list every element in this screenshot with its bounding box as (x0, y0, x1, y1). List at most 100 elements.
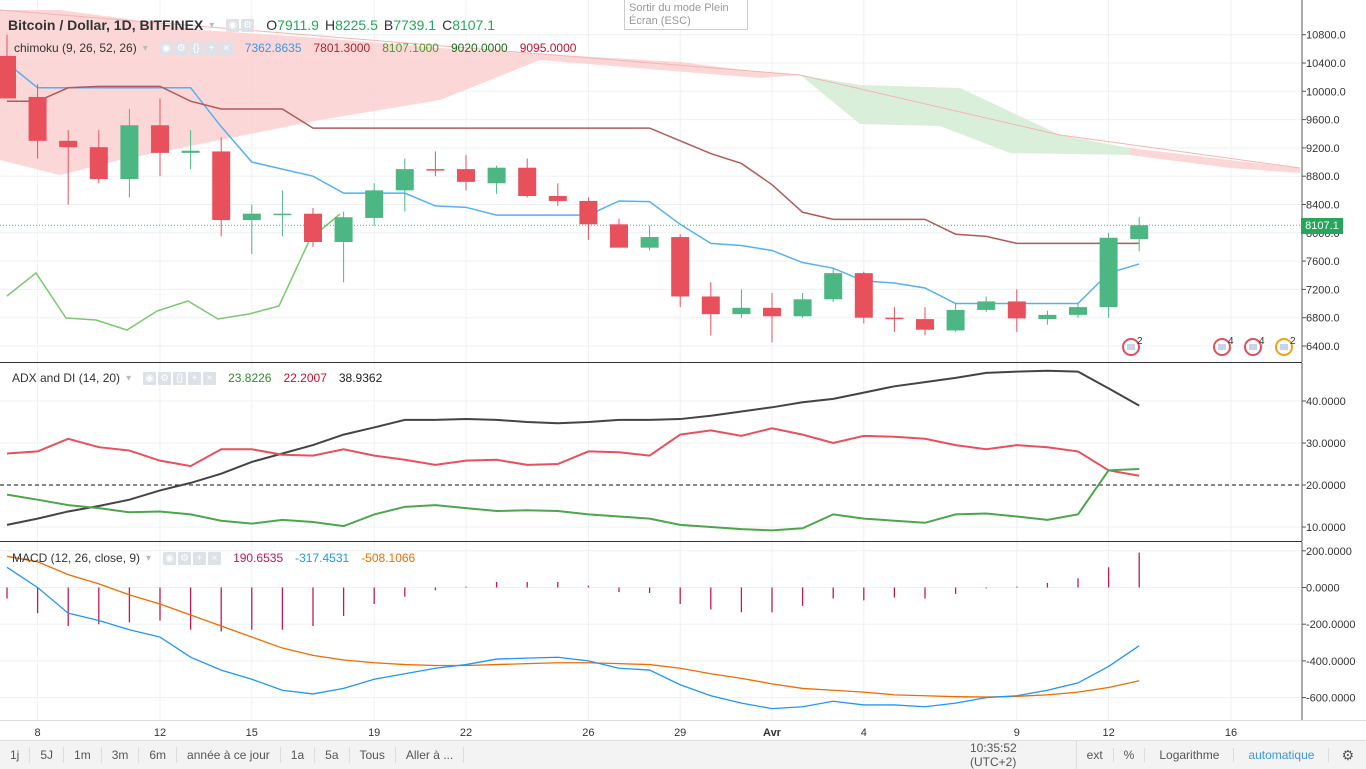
time-tick-label: Avr (763, 727, 782, 739)
adx-pane[interactable]: 40.0000 30.0000 20.0000 10.0000 ADX and DI … (0, 363, 1366, 541)
candle-body (1038, 314, 1057, 320)
chevron-down-icon[interactable]: ▾ (209, 19, 215, 31)
eye-icon[interactable]: ◉ (226, 18, 240, 32)
macd-legend: MACD (12, 26, close, 9) ▾ ◉ ⚙ + × 190.65… (12, 551, 427, 565)
main-legend: Bitcoin / Dollar, 1D, BITFINEX ▾ ◉ ⚙ O79… (8, 17, 501, 33)
gear-icon[interactable]: ⚙ (241, 18, 255, 32)
timeframe-button[interactable]: 1a (281, 747, 316, 763)
auto-toggle[interactable]: automatique (1234, 748, 1330, 762)
candle-body (89, 147, 108, 180)
timeframe-button[interactable]: 6m (139, 747, 178, 763)
ext-toggle[interactable]: ext (1077, 748, 1114, 762)
log-toggle[interactable]: Logarithme (1145, 748, 1235, 762)
chevron-down-icon[interactable]: ▾ (126, 372, 132, 384)
price-tick-label: 9600.0 (1306, 115, 1340, 127)
adx-value: 22.2007 (283, 371, 327, 385)
macd-label[interactable]: MACD (12, 26, close, 9) (12, 551, 141, 565)
macd-tick-label: 200.0000 (1306, 546, 1352, 558)
time-tick-label: 12 (154, 727, 166, 739)
ichimoku-value: 9095.0000 (519, 41, 577, 55)
toast-line-1: Sortir du mode Plein (629, 2, 729, 14)
timeframe-button[interactable]: année à ce jour (177, 747, 281, 763)
candle-body (365, 190, 384, 218)
candle-body (212, 151, 231, 221)
candle-body (304, 213, 322, 242)
gear-icon[interactable]: ⚙ (158, 371, 172, 385)
percent-toggle[interactable]: % (1114, 748, 1146, 762)
close-icon[interactable]: × (208, 551, 222, 565)
pane-separator[interactable] (0, 362, 1302, 363)
ichimoku-values: 7362.8635 7801.3000 8107.1000 9020.0000 9095… (245, 41, 589, 55)
price-pane[interactable]: 10800.0 10400.0 10000.0 9600.0 9200.0 8800.0 8… (0, 0, 1366, 362)
ohlc-label: B (383, 17, 394, 33)
macd-chart-svg[interactable]: 200.0000 0.0000 -200.0000 -400.0000 -600.000… (0, 542, 1366, 720)
macd-tick-label: -400.0000 (1306, 656, 1356, 668)
timeframe-button[interactable]: Aller à ... (396, 747, 465, 763)
macd-pane[interactable]: 200.0000 0.0000 -200.0000 -400.0000 -600.000… (0, 542, 1366, 720)
candle-body (273, 213, 292, 216)
clock[interactable]: 10:35:52 (UTC+2) (960, 741, 1077, 769)
timeframe-button[interactable]: 1m (64, 747, 102, 763)
time-tick-label: 8 (35, 727, 41, 739)
ohlc-values: O7911.9 H8225.5 B7739.1 C8107.1 (266, 17, 501, 33)
source-icon[interactable]: {} (173, 371, 187, 385)
adx-value: 23.8226 (228, 371, 272, 385)
last-price-tag: 8107.1 (1301, 218, 1343, 234)
ichimoku-legend: chimoku (9, 26, 52, 26) ▾ ◉ ⚙ {} + × 736… (14, 41, 588, 55)
candle-body (120, 125, 139, 180)
source-icon[interactable]: {} (189, 41, 203, 55)
flag-icon (1280, 344, 1288, 350)
exit-fullscreen-toast[interactable]: Sortir du mode Plein Écran (ESC) (624, 0, 748, 30)
candle-body (824, 273, 843, 300)
ichimoku-label[interactable]: chimoku (9, 26, 52, 26) (14, 41, 137, 55)
candle-body (457, 169, 475, 182)
ichimoku-buttons: ◉ ⚙ {} + × (159, 41, 233, 55)
eye-icon[interactable]: ◉ (159, 41, 173, 55)
timeframe-button[interactable]: 5J (30, 747, 65, 763)
adx-chart-svg[interactable]: 40.0000 30.0000 20.0000 10.0000 (0, 363, 1366, 541)
tenkan-line (6, 62, 1140, 305)
ohlc-value: 7739.1 (393, 17, 437, 33)
eye-icon[interactable]: ◉ (163, 551, 177, 565)
time-axis[interactable]: 8 12 15 19 22 26 29 Avr 4 9 12 16 (0, 720, 1366, 741)
close-icon[interactable]: × (219, 41, 233, 55)
ichimoku-value: 8107.1000 (382, 41, 439, 55)
candle-body (1130, 225, 1149, 240)
close-icon[interactable]: × (203, 371, 217, 385)
price-tick-label: 7200.0 (1306, 284, 1340, 296)
time-tick-label: 12 (1102, 727, 1114, 739)
adx-tick-label: 20.0000 (1306, 480, 1346, 492)
adx-value: 38.9362 (338, 371, 383, 385)
timeframe-button[interactable]: 3m (102, 747, 140, 763)
ichimoku-value: 7362.8635 (244, 41, 302, 55)
adx-label[interactable]: ADX and DI (14, 20) (12, 371, 121, 385)
candle-body (28, 96, 47, 141)
timeframe-button[interactable]: Tous (350, 747, 396, 763)
time-tick-label: 19 (368, 727, 380, 739)
gear-icon[interactable]: ⚙ (1341, 746, 1354, 763)
ohlc-value: 8107.1 (452, 17, 496, 33)
event-count: 2 (1137, 336, 1143, 347)
pane-separator[interactable] (0, 541, 1302, 542)
plus-icon[interactable]: + (188, 371, 202, 385)
chevron-down-icon[interactable]: ▾ (146, 552, 152, 564)
signal-line (6, 555, 1140, 698)
adx-values: 23.8226 22.2007 38.9362 (228, 371, 394, 385)
timeframe-button[interactable]: 5a (315, 747, 350, 763)
candle-body (181, 150, 200, 153)
candle-body (59, 140, 78, 148)
ohlc-label: C (442, 17, 453, 33)
chevron-down-icon[interactable]: ▾ (142, 42, 148, 54)
macd-values: 190.6535 -317.4531 -508.1066 (233, 551, 427, 565)
plus-icon[interactable]: + (204, 41, 218, 55)
adx-tick-label: 10.0000 (1306, 522, 1346, 534)
gear-icon[interactable]: ⚙ (174, 41, 188, 55)
plus-icon[interactable]: + (193, 551, 207, 565)
symbol-title[interactable]: Bitcoin / Dollar, 1D, BITFINEX (8, 17, 204, 33)
eye-icon[interactable]: ◉ (143, 371, 157, 385)
candle-body (1099, 237, 1118, 308)
timeframe-button[interactable]: 1j (0, 747, 31, 763)
gear-icon[interactable]: ⚙ (178, 551, 192, 565)
candle-body (334, 217, 353, 242)
adx-buttons: ◉ ⚙ {} + × (143, 371, 217, 385)
